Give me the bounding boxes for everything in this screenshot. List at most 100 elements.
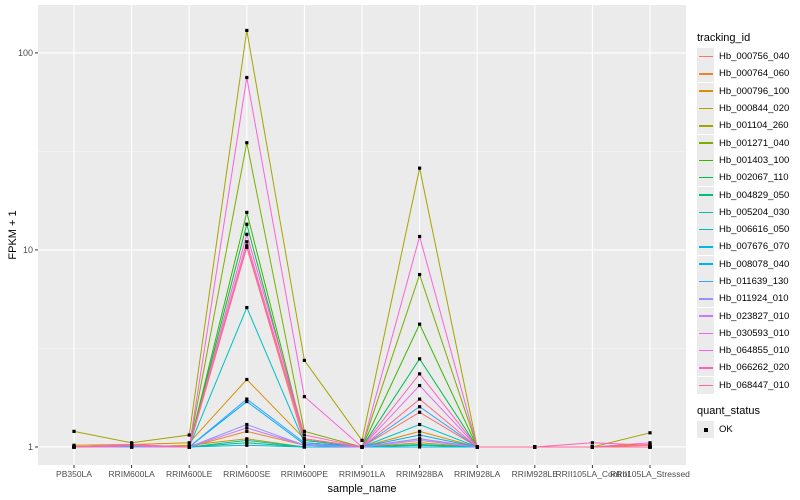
data-point <box>302 358 306 363</box>
data-point <box>302 437 306 441</box>
legend-quant-status: quant_status OK <box>697 405 760 439</box>
legend-label: Hb_007676_070 <box>719 241 790 253</box>
legend-label: Hb_000756_040 <box>719 51 790 63</box>
data-point <box>72 443 76 447</box>
data-point <box>418 372 422 376</box>
line-key-icon <box>697 203 714 221</box>
legend-label: Hb_000844_020 <box>719 103 790 115</box>
line-key-icon <box>697 65 714 83</box>
data-point <box>245 426 249 430</box>
legend-label: Hb_000764_060 <box>719 68 790 80</box>
data-point <box>302 445 306 449</box>
legend-item: Hb_000756_040 <box>697 48 790 66</box>
legend-item: Hb_007676_070 <box>697 238 790 256</box>
legend-item: Hb_000844_020 <box>697 100 790 118</box>
legend-item: Hb_000764_060 <box>697 65 790 83</box>
data-point <box>245 422 249 427</box>
legend-item: Hb_066262_020 <box>697 359 790 377</box>
x-tick-label: RRIM901LA <box>339 469 386 479</box>
data-point <box>245 397 249 401</box>
line-key-icon <box>697 186 714 204</box>
x-tick-label: RRIM600LA <box>108 469 155 479</box>
legend-item: Hb_001403_100 <box>697 151 790 169</box>
line-key-icon <box>697 324 714 342</box>
data-point <box>245 232 249 236</box>
data-point <box>418 422 422 427</box>
data-point <box>130 441 134 445</box>
data-point <box>648 443 652 447</box>
data-point <box>418 441 422 445</box>
legend-item-ok: OK <box>697 421 760 439</box>
y-tick-label: 1 <box>28 442 33 452</box>
x-tick-label: RRIM600PE <box>281 469 329 479</box>
line-key-icon <box>697 376 714 394</box>
legend-label: Hb_066262_020 <box>719 362 790 374</box>
data-point <box>245 141 249 145</box>
legend-title: tracking_id <box>697 32 751 44</box>
legend-item: Hb_001271_040 <box>697 134 789 152</box>
data-point <box>302 429 306 433</box>
data-point <box>418 438 422 442</box>
legend-label: Hb_004829_050 <box>719 189 790 201</box>
data-point <box>245 441 249 445</box>
data-point <box>648 445 652 449</box>
data-point <box>418 405 422 409</box>
data-point <box>418 445 422 449</box>
line-key-icon <box>697 48 714 66</box>
data-point <box>302 433 306 437</box>
data-point <box>245 377 249 382</box>
legend-item: Hb_064855_010 <box>697 342 790 360</box>
data-point <box>648 431 652 435</box>
legend-label: Hb_011639_130 <box>719 276 789 287</box>
data-point <box>360 438 364 442</box>
legend-item: Hb_008078_040 <box>697 255 790 273</box>
line-key-icon <box>697 221 714 239</box>
data-point <box>245 438 249 442</box>
legend-label: Hb_030593_010 <box>719 327 790 339</box>
line-key-icon <box>697 82 714 100</box>
line-key-icon <box>697 307 714 325</box>
line-key-icon <box>697 290 714 308</box>
data-point <box>130 443 134 447</box>
data-point <box>72 429 76 433</box>
legend-label: Hb_002067_110 <box>719 172 789 184</box>
data-point <box>418 410 422 414</box>
data-point <box>245 240 249 244</box>
data-point <box>475 445 479 449</box>
x-axis-title: sample_name <box>327 483 396 495</box>
data-point <box>187 433 191 437</box>
data-point <box>302 443 306 447</box>
data-point <box>245 245 249 249</box>
line-key-icon <box>697 117 714 135</box>
legend-label: Hb_001104_260 <box>719 120 789 132</box>
data-point <box>648 441 652 445</box>
x-tick-label: RRII105LA_Stressed <box>610 469 690 479</box>
x-tick-label: RRIM928LA <box>454 469 501 479</box>
legend-label: Hb_064855_010 <box>719 345 790 357</box>
legend-item: Hb_002067_110 <box>697 169 789 187</box>
data-point <box>245 244 249 248</box>
data-point <box>418 357 422 361</box>
legend-label: Hb_008078_040 <box>719 258 790 270</box>
data-point <box>418 429 422 433</box>
legend-label: Hb_001403_100 <box>719 154 790 166</box>
legend-item: Hb_023827_010 <box>697 307 789 325</box>
line-key-icon <box>697 273 714 290</box>
data-point <box>590 441 594 445</box>
legend-label: OK <box>719 424 733 436</box>
x-tick-label: RRIM600LE <box>166 469 213 479</box>
legend-item: Hb_011924_010 <box>697 290 789 308</box>
legend-label: Hb_068447_010 <box>719 379 790 391</box>
x-tick-label: RRIM928BA <box>396 469 444 479</box>
data-point <box>360 445 364 449</box>
square-point-icon <box>697 421 714 439</box>
legend-item: Hb_068447_010 <box>697 376 790 394</box>
y-tick-label: 100 <box>18 48 33 58</box>
line-key-icon <box>697 100 714 118</box>
line-key-icon <box>697 238 714 256</box>
data-point <box>245 222 249 226</box>
data-point <box>533 445 537 449</box>
line-key-icon <box>697 359 714 377</box>
